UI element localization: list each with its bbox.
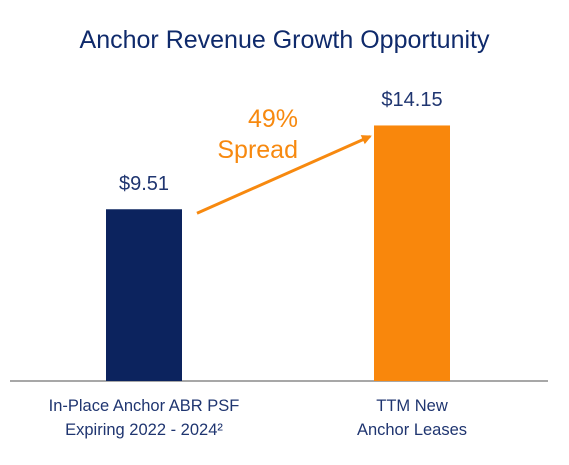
spread-annotation: 49% Spread bbox=[188, 104, 298, 166]
category-label-line: Expiring 2022 - 2024² bbox=[65, 421, 223, 439]
category-label-in-place: In-Place Anchor ABR PSF Expiring 2022 - … bbox=[14, 394, 274, 442]
spread-percent: 49% bbox=[247, 105, 298, 134]
chart-title: Anchor Revenue Growth Opportunity bbox=[79, 26, 490, 54]
spread-word: Spread bbox=[217, 136, 298, 165]
category-label-ttm-new: TTM New Anchor Leases bbox=[282, 394, 542, 442]
value-label-ttm-new: $14.15 bbox=[381, 89, 443, 112]
bar bbox=[374, 125, 450, 381]
value-label-in-place: $9.51 bbox=[118, 173, 170, 196]
category-label-line: Anchor Leases bbox=[356, 421, 468, 439]
category-label-line: TTM New bbox=[376, 397, 448, 415]
category-label-line: In-Place Anchor ABR PSF bbox=[48, 397, 240, 415]
spread-arrow bbox=[196, 135, 372, 215]
bar bbox=[106, 209, 182, 381]
